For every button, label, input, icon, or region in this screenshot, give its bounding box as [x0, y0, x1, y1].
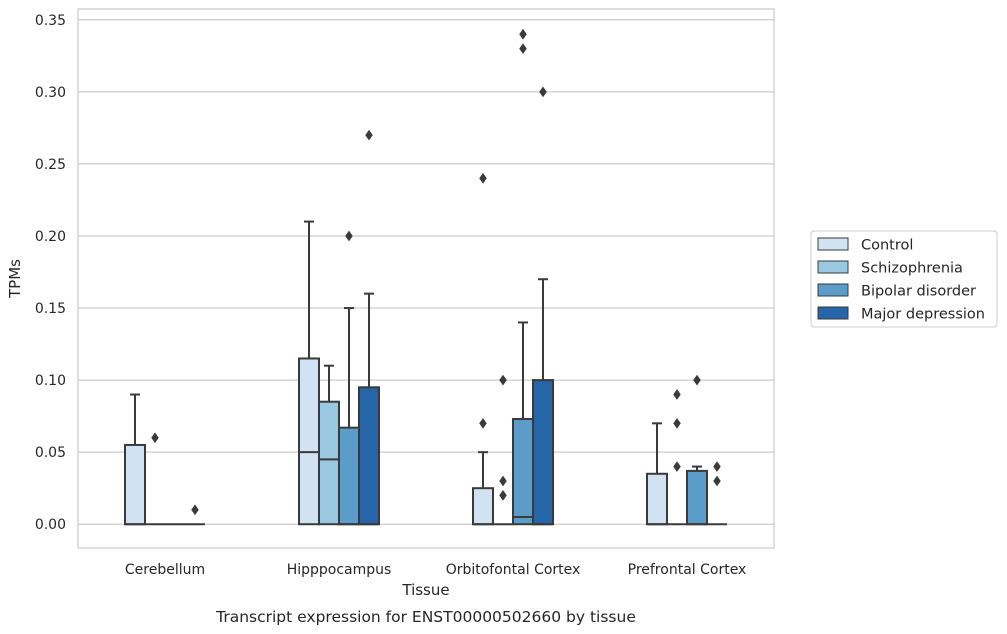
- box-major-depression: [532, 86, 554, 526]
- legend-swatch: [817, 260, 849, 274]
- outlier-point: [519, 43, 527, 55]
- outlier-point: [713, 461, 721, 473]
- outlier-point: [499, 489, 507, 501]
- box-major-depression: [707, 461, 727, 526]
- box-bipolar-disorder: [686, 374, 708, 526]
- box-schizophrenia: [318, 364, 340, 526]
- outlier-point: [539, 86, 547, 98]
- legend-label: Bipolar disorder: [861, 284, 976, 300]
- x-tick-label: Prefrontal Cortex: [628, 562, 747, 578]
- box-series: [124, 28, 727, 526]
- x-axis-title: Tissue: [401, 581, 449, 599]
- box-control: [472, 172, 494, 526]
- x-tick-label: Cerebellum: [125, 562, 205, 578]
- box-schizophrenia: [145, 432, 165, 526]
- outlier-point: [673, 461, 681, 473]
- box-body: [298, 357, 320, 526]
- y-tick-label: 0.20: [35, 229, 66, 245]
- box-bipolar-disorder: [512, 28, 534, 526]
- outlier-point: [693, 374, 701, 386]
- outlier-point: [479, 417, 487, 429]
- legend-label: Schizophrenia: [861, 261, 963, 277]
- outlier-point: [713, 475, 721, 487]
- y-tick-label: 0.35: [35, 13, 66, 29]
- box-control: [298, 220, 320, 526]
- y-tick-label: 0.15: [35, 301, 66, 317]
- x-axis-ticks: Cerebellum Hipppocampus Orbitofontal Corte…: [125, 562, 746, 578]
- outlier-point: [365, 129, 373, 141]
- box-body: [532, 379, 554, 526]
- box-control: [124, 393, 146, 526]
- legend-swatch: [817, 306, 849, 320]
- outlier-point: [479, 172, 487, 184]
- outlier-point: [345, 230, 353, 242]
- box-major-depression: [185, 504, 205, 526]
- x-tick-label: Hipppocampus: [287, 562, 392, 578]
- y-tick-label: 0.05: [35, 445, 66, 461]
- box-body: [512, 418, 534, 526]
- y-tick-label: 0.30: [35, 85, 66, 101]
- legend-frame: [810, 230, 998, 328]
- box-body: [686, 469, 708, 526]
- outlier-point: [519, 28, 527, 40]
- box-body: [124, 443, 146, 526]
- plot-frame: [77, 8, 775, 549]
- legend: Control Schizophrenia Bipolar disorder Majo…: [810, 230, 998, 328]
- legend-label: Major depression: [861, 307, 985, 323]
- box-body: [358, 386, 380, 526]
- y-tick-label: 0.25: [35, 157, 66, 173]
- grid-lines: [78, 19, 774, 525]
- outlier-point: [151, 432, 159, 444]
- outlier-point: [191, 504, 199, 516]
- x-tick-label: Orbitofontal Cortex: [446, 562, 581, 578]
- y-tick-label: 0.10: [35, 373, 66, 389]
- box-body: [472, 487, 494, 526]
- legend-swatch: [817, 237, 849, 251]
- legend-label: Control: [861, 238, 913, 254]
- chart-caption: Transcript expression for ENST0000050266…: [215, 608, 636, 626]
- legend-swatch: [817, 283, 849, 297]
- box-major-depression: [358, 129, 380, 526]
- box-body: [318, 400, 340, 526]
- outlier-point: [673, 389, 681, 400]
- outlier-point: [673, 417, 681, 429]
- box-bipolar-disorder: [338, 230, 360, 526]
- y-tick-label: 0.00: [35, 517, 66, 533]
- box-schizophrenia: [493, 374, 513, 526]
- box-schizophrenia: [667, 389, 687, 526]
- box-control: [646, 422, 668, 526]
- box-body: [646, 472, 668, 526]
- y-axis-title: TPMs: [6, 259, 24, 299]
- y-axis-ticks: 0.00 0.05 0.10 0.15 0.20 0.25 0.30 0.35: [35, 13, 66, 533]
- box-body: [338, 426, 360, 526]
- outlier-point: [499, 475, 507, 487]
- outlier-point: [499, 374, 507, 386]
